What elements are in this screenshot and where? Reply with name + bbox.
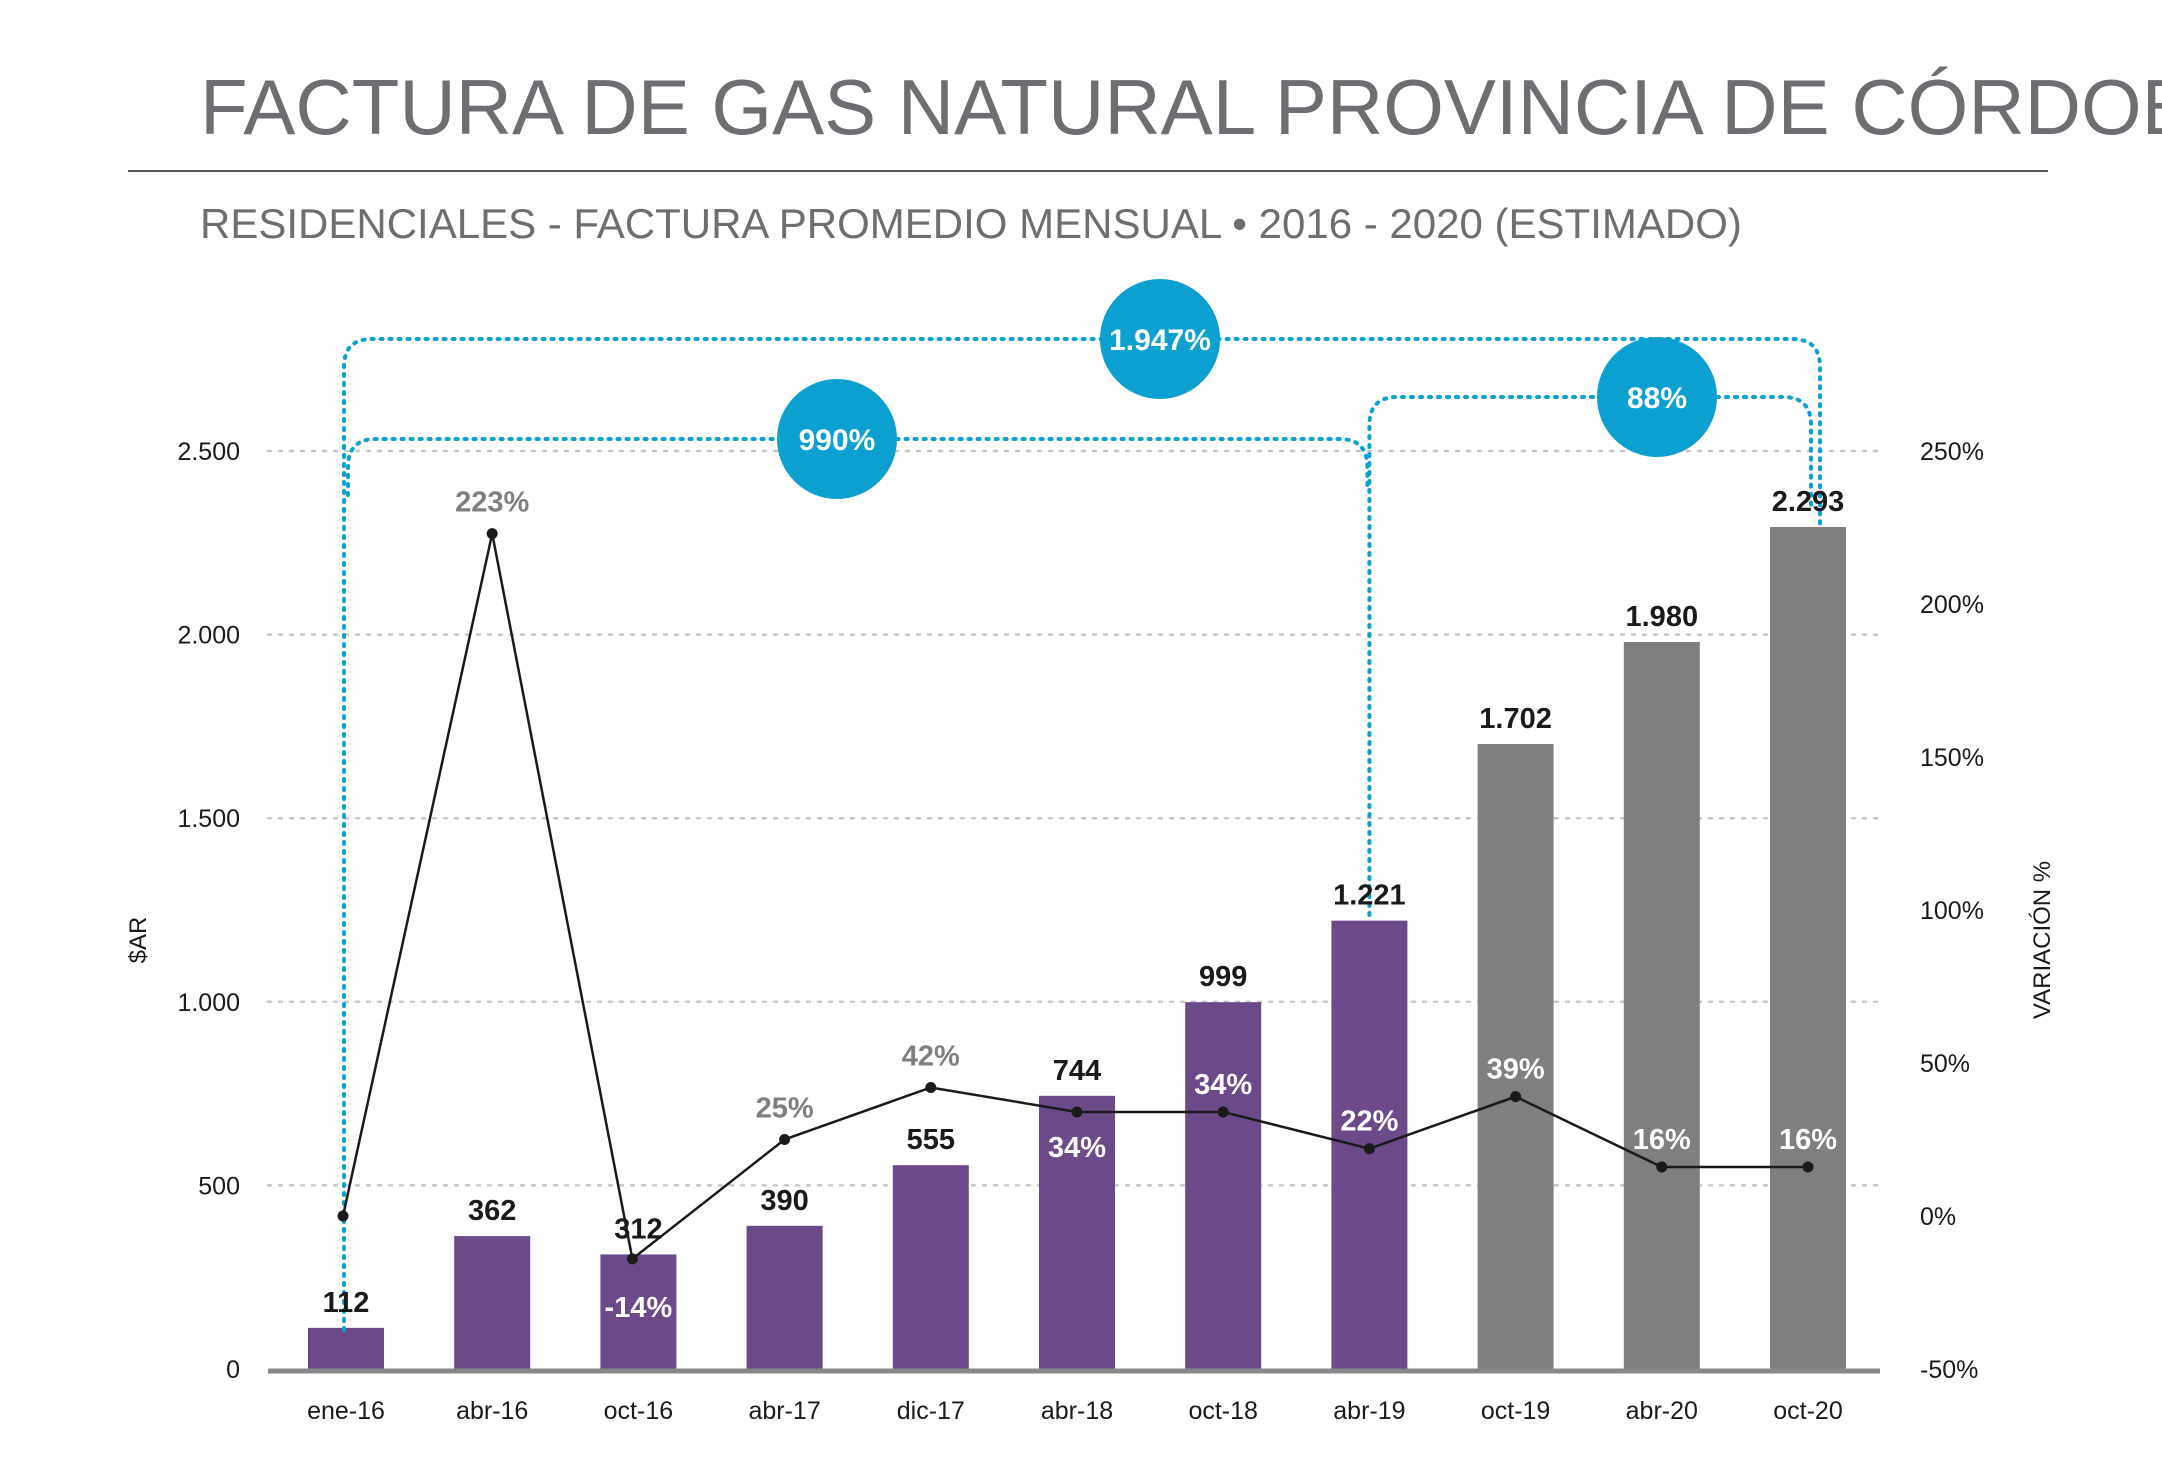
bar-value-label: 744 [1053,1055,1101,1087]
y2-axis-ticks: -50% 0% 50% 100% 150% 200% 250% [1920,438,1984,1384]
y2-tick-label: 250% [1920,438,1984,466]
annotation-label: 88% [1627,382,1687,415]
variation-point [1217,1106,1229,1118]
variation-line [337,528,1814,1265]
x-axis: ene-16 abr-16 oct-16 abr-17 dic-17 abr-18 oct-… [268,1368,1880,1425]
variation-point [1656,1161,1668,1173]
variation-label: 25% [756,1093,814,1125]
x-tick-label: abr-18 [1041,1397,1113,1425]
bar-value-label: 555 [907,1124,955,1156]
x-tick-label: oct-19 [1481,1397,1550,1425]
data-labels: 112 362 312 390 555 744 999 1.221 1.702 1.980 2.29… [323,486,1845,1324]
y-tick-label: 2.000 [177,622,240,650]
x-tick-label: abr-19 [1333,1397,1405,1425]
bar [1039,1095,1115,1369]
page-subtitle: RESIDENCIALES - FACTURA PROMEDIO MENSUAL… [200,200,1742,247]
y2-tick-label: -50% [1920,1356,1978,1384]
y-tick-label: 500 [198,1172,240,1200]
x-tick-label: abr-16 [456,1397,528,1425]
y2-axis-label: VARIACIÓN % [2029,861,2056,1019]
variation-label: 34% [1048,1132,1106,1164]
bar [1185,1002,1262,1369]
bar-value-label: 999 [1199,961,1247,993]
variation-point [626,1253,638,1265]
x-tick-label: dic-17 [897,1397,965,1425]
y2-tick-label: 150% [1920,744,1984,772]
annotation-label: 990% [799,424,876,457]
bar-value-label: 1.980 [1626,601,1699,633]
variation-label: 223% [455,487,529,519]
bar-value-label: 312 [614,1213,662,1245]
variation-point [1363,1143,1375,1155]
variation-point [1802,1161,1814,1173]
variation-label: 22% [1340,1106,1398,1138]
bar-value-label: 390 [760,1185,808,1217]
variation-point [486,528,498,540]
x-tick-label: abr-20 [1626,1397,1698,1425]
variation-label: 16% [1633,1124,1691,1156]
y2-tick-label: 0% [1920,1203,1956,1231]
y-tick-label: 1.000 [177,989,240,1017]
x-tick-label: ene-16 [307,1397,385,1425]
annotation-connector [1367,395,1813,917]
annotation-circle [1100,279,1220,399]
y-tick-label: 0 [226,1356,240,1384]
bar [746,1225,823,1369]
bar-value-label: 1.221 [1333,880,1406,912]
y-tick-label: 1.500 [177,805,240,833]
x-tick-label: oct-18 [1188,1397,1257,1425]
bar [1770,527,1846,1369]
bar-value-label: 112 [323,1287,370,1319]
bar [308,1327,384,1369]
y2-tick-label: 100% [1920,897,1984,925]
variation-label: -14% [605,1292,673,1324]
page-title: FACTURA DE GAS NATURAL PROVINCIA DE CÓRD… [200,63,2162,151]
title-divider [128,170,2048,172]
variation-label: 34% [1194,1069,1252,1101]
y2-tick-label: 50% [1920,1050,1970,1078]
growth-annotations: 1.947% 990% 88% [342,279,1822,1332]
x-tick-label: abr-17 [748,1397,820,1425]
bar [600,1254,677,1369]
variation-point [925,1081,937,1093]
variation-point [779,1134,791,1145]
bar [1623,641,1700,1369]
annotation-connector [342,337,1822,1332]
variation-point [1510,1091,1522,1103]
x-tick-label: oct-20 [1773,1397,1842,1425]
variation-label: 42% [902,1040,960,1072]
bar-value-label: 362 [468,1195,516,1227]
variation-label: 39% [1487,1054,1545,1086]
bar [1477,744,1554,1369]
y2-tick-label: 200% [1920,591,1984,619]
annotation-connector [346,437,1370,497]
annotation-label: 1.947% [1109,324,1211,357]
bar [892,1165,969,1369]
bar-value-label: 1.702 [1479,703,1552,735]
bar [454,1236,531,1369]
y-axis-label: $AR [125,917,152,964]
annotation-circle [777,379,897,499]
variation-point [337,1210,349,1222]
variation-point [1071,1106,1083,1118]
bar-value-label: 2.293 [1772,486,1845,518]
variation-label: 16% [1779,1124,1837,1156]
x-tick-label: oct-16 [604,1397,673,1425]
annotation-circle [1597,337,1717,457]
y-axis-ticks: 0 500 1.000 1.500 2.000 2.500 [177,438,240,1384]
bars [308,527,1846,1369]
y-tick-label: 2.500 [177,438,240,466]
